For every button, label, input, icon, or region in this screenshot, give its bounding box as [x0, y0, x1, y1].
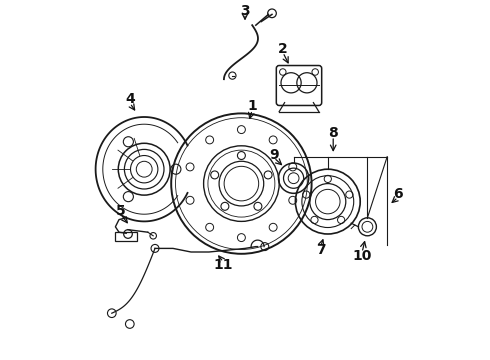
- Text: 8: 8: [328, 126, 338, 140]
- Text: 6: 6: [393, 188, 403, 201]
- Text: 11: 11: [214, 258, 233, 271]
- Text: 9: 9: [269, 148, 279, 162]
- Text: 5: 5: [116, 204, 125, 217]
- Text: 1: 1: [247, 99, 257, 113]
- Text: 10: 10: [352, 249, 372, 262]
- Text: 3: 3: [240, 4, 250, 18]
- Text: 7: 7: [316, 243, 325, 257]
- Text: 4: 4: [125, 92, 135, 106]
- Text: 2: 2: [278, 42, 288, 55]
